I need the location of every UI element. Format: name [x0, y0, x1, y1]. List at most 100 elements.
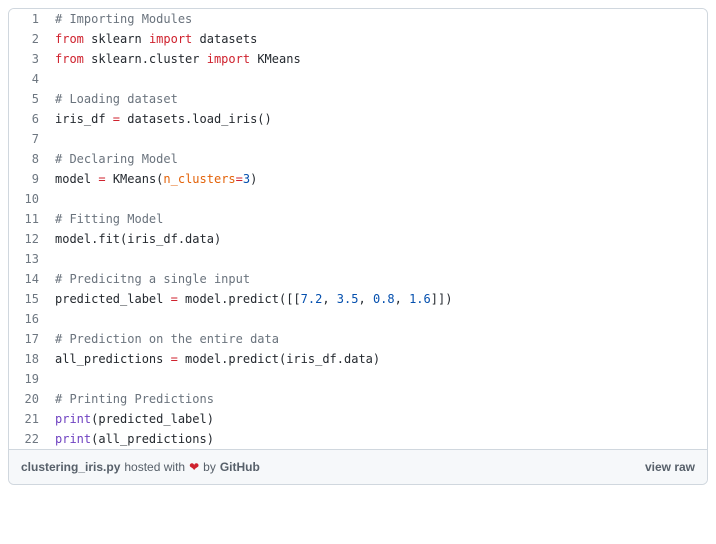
by-text: by: [203, 460, 216, 474]
line-number[interactable]: 15: [9, 289, 49, 309]
code-line: 21print(predicted_label): [9, 409, 707, 429]
code-line: 2from sklearn import datasets: [9, 29, 707, 49]
code-line: 9model = KMeans(n_clusters=3): [9, 169, 707, 189]
code-token: # Declaring Model: [55, 152, 178, 166]
line-number[interactable]: 7: [9, 129, 49, 149]
code-token: model.fit(iris_df.data): [55, 232, 221, 246]
code-line: 16: [9, 309, 707, 329]
code-token: predicted_label: [55, 292, 171, 306]
code-token: iris_df: [55, 112, 113, 126]
line-number[interactable]: 17: [9, 329, 49, 349]
code-line: 12 model.fit(iris_df.data): [9, 229, 707, 249]
line-content: print(predicted_label): [49, 409, 707, 429]
line-content: [49, 129, 707, 149]
line-number[interactable]: 1: [9, 9, 49, 29]
github-link[interactable]: GitHub: [220, 460, 260, 474]
code-line: 8 # Declaring Model: [9, 149, 707, 169]
code-token: KMeans(: [106, 172, 164, 186]
code-line: 14 # Predicitng a single input: [9, 269, 707, 289]
code-token: (predicted_label): [91, 412, 214, 426]
line-content: [49, 369, 707, 389]
code-line: 22 print(all_predictions): [9, 429, 707, 449]
line-number[interactable]: 12: [9, 229, 49, 249]
line-number[interactable]: 20: [9, 389, 49, 409]
code-line: 13: [9, 249, 707, 269]
code-line: 20 # Printing Predictions: [9, 389, 707, 409]
code-token: n_clusters: [163, 172, 235, 186]
code-line: 3 from sklearn.cluster import KMeans: [9, 49, 707, 69]
line-content: [49, 69, 707, 89]
code-line: 18all_predictions = model.predict(iris_d…: [9, 349, 707, 369]
code-token: ,: [358, 292, 372, 306]
line-content: predicted_label = model.predict([[7.2, 3…: [49, 289, 707, 309]
line-number[interactable]: 8: [9, 149, 49, 169]
code-token: # Prediction on the entire data: [55, 332, 279, 346]
code-area: 1# Importing Modules2from sklearn import…: [9, 9, 707, 449]
line-number[interactable]: 14: [9, 269, 49, 289]
code-line: 1 # Importing Modules: [9, 9, 707, 29]
line-number[interactable]: 6: [9, 109, 49, 129]
code-token: 1.6: [409, 292, 431, 306]
line-number[interactable]: 2: [9, 29, 49, 49]
line-content: all_predictions = model.predict(iris_df.…: [49, 349, 707, 369]
code-token: # Predicitng a single input: [55, 272, 250, 286]
line-content: # Declaring Model: [49, 149, 707, 169]
code-token: sklearn.cluster: [84, 52, 207, 66]
code-line: 5 # Loading dataset: [9, 89, 707, 109]
code-token: (all_predictions): [91, 432, 214, 446]
code-token: 7.2: [301, 292, 323, 306]
line-number[interactable]: 21: [9, 409, 49, 429]
line-number[interactable]: 4: [9, 69, 49, 89]
hosted-with-text: hosted with: [124, 460, 185, 474]
code-token: import: [149, 32, 192, 46]
line-content: [49, 249, 707, 269]
line-number[interactable]: 18: [9, 349, 49, 369]
code-token: # Printing Predictions: [55, 392, 214, 406]
line-content: # Predicitng a single input: [49, 269, 707, 289]
code-token: from: [55, 52, 84, 66]
line-number[interactable]: 3: [9, 49, 49, 69]
code-token: import: [207, 52, 250, 66]
heart-icon: ❤: [189, 460, 199, 474]
line-content: # Loading dataset: [49, 89, 707, 109]
line-number[interactable]: 9: [9, 169, 49, 189]
gist-container: 1# Importing Modules2from sklearn import…: [8, 8, 708, 485]
line-number[interactable]: 10: [9, 189, 49, 209]
code-token: sklearn: [84, 32, 149, 46]
code-token: =: [171, 352, 178, 366]
line-content: model.fit(iris_df.data): [49, 229, 707, 249]
line-content: # Importing Modules: [49, 9, 707, 29]
view-raw-link[interactable]: view raw: [645, 460, 695, 474]
code-token: ,: [395, 292, 409, 306]
code-token: # Loading dataset: [55, 92, 178, 106]
line-number[interactable]: 13: [9, 249, 49, 269]
code-token: print: [55, 432, 91, 446]
code-line: 19: [9, 369, 707, 389]
code-token: model: [55, 172, 98, 186]
code-token: # Importing Modules: [55, 12, 192, 26]
line-number[interactable]: 19: [9, 369, 49, 389]
line-number[interactable]: 22: [9, 429, 49, 449]
filename-link[interactable]: clustering_iris.py: [21, 460, 120, 474]
line-content: iris_df = datasets.load_iris(): [49, 109, 707, 129]
code-token: KMeans: [250, 52, 301, 66]
line-content: [49, 189, 707, 209]
line-content: from sklearn import datasets: [49, 29, 707, 49]
line-number[interactable]: 11: [9, 209, 49, 229]
code-token: =: [98, 172, 105, 186]
code-token: datasets.load_iris(): [120, 112, 272, 126]
code-line: 10: [9, 189, 707, 209]
code-token: ,: [322, 292, 336, 306]
code-line: 17 # Prediction on the entire data: [9, 329, 707, 349]
code-line: 6iris_df = datasets.load_iris(): [9, 109, 707, 129]
line-content: model = KMeans(n_clusters=3): [49, 169, 707, 189]
line-number[interactable]: 5: [9, 89, 49, 109]
code-table: 1# Importing Modules2from sklearn import…: [9, 9, 707, 449]
gist-meta: clustering_iris.py hosted with ❤ by GitH…: [9, 449, 707, 484]
code-line: 11# Fitting Model: [9, 209, 707, 229]
code-token: print: [55, 412, 91, 426]
code-token: =: [171, 292, 178, 306]
code-line: 7: [9, 129, 707, 149]
line-number[interactable]: 16: [9, 309, 49, 329]
code-token: datasets: [192, 32, 257, 46]
